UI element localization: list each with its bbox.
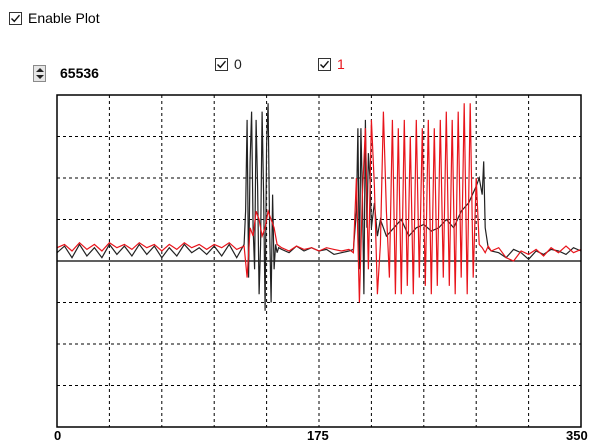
legend-label-series-0: 0 xyxy=(234,56,242,72)
enable-plot-label: Enable Plot xyxy=(28,10,100,26)
plot-series xyxy=(56,103,582,311)
spinner-up-arrow-icon[interactable] xyxy=(36,68,44,72)
checkbox-box[interactable] xyxy=(318,57,331,71)
series-line-1 xyxy=(56,103,582,303)
enable-plot-checkbox[interactable]: Enable Plot xyxy=(9,10,100,26)
checkmark-icon xyxy=(217,60,227,68)
scale-value: 65536 xyxy=(60,65,99,81)
checkmark-icon xyxy=(320,60,330,68)
x-tick-label: 350 xyxy=(566,428,588,443)
checkmark-icon xyxy=(11,14,21,22)
legend-checkbox-series-0[interactable]: 0 xyxy=(215,56,242,72)
checkbox-box[interactable] xyxy=(9,11,22,25)
plot-frame xyxy=(56,94,582,428)
x-tick-label: 0 xyxy=(54,428,62,443)
legend-label-series-1: 1 xyxy=(337,56,345,72)
checkbox-box[interactable] xyxy=(215,57,228,71)
x-tick-label: 175 xyxy=(307,428,329,443)
legend-checkbox-series-1[interactable]: 1 xyxy=(318,56,345,72)
spinner-down-arrow-icon[interactable] xyxy=(36,75,44,79)
plot-grid xyxy=(57,95,581,427)
series-line-0 xyxy=(56,103,582,311)
scale-spinner[interactable] xyxy=(33,65,46,82)
